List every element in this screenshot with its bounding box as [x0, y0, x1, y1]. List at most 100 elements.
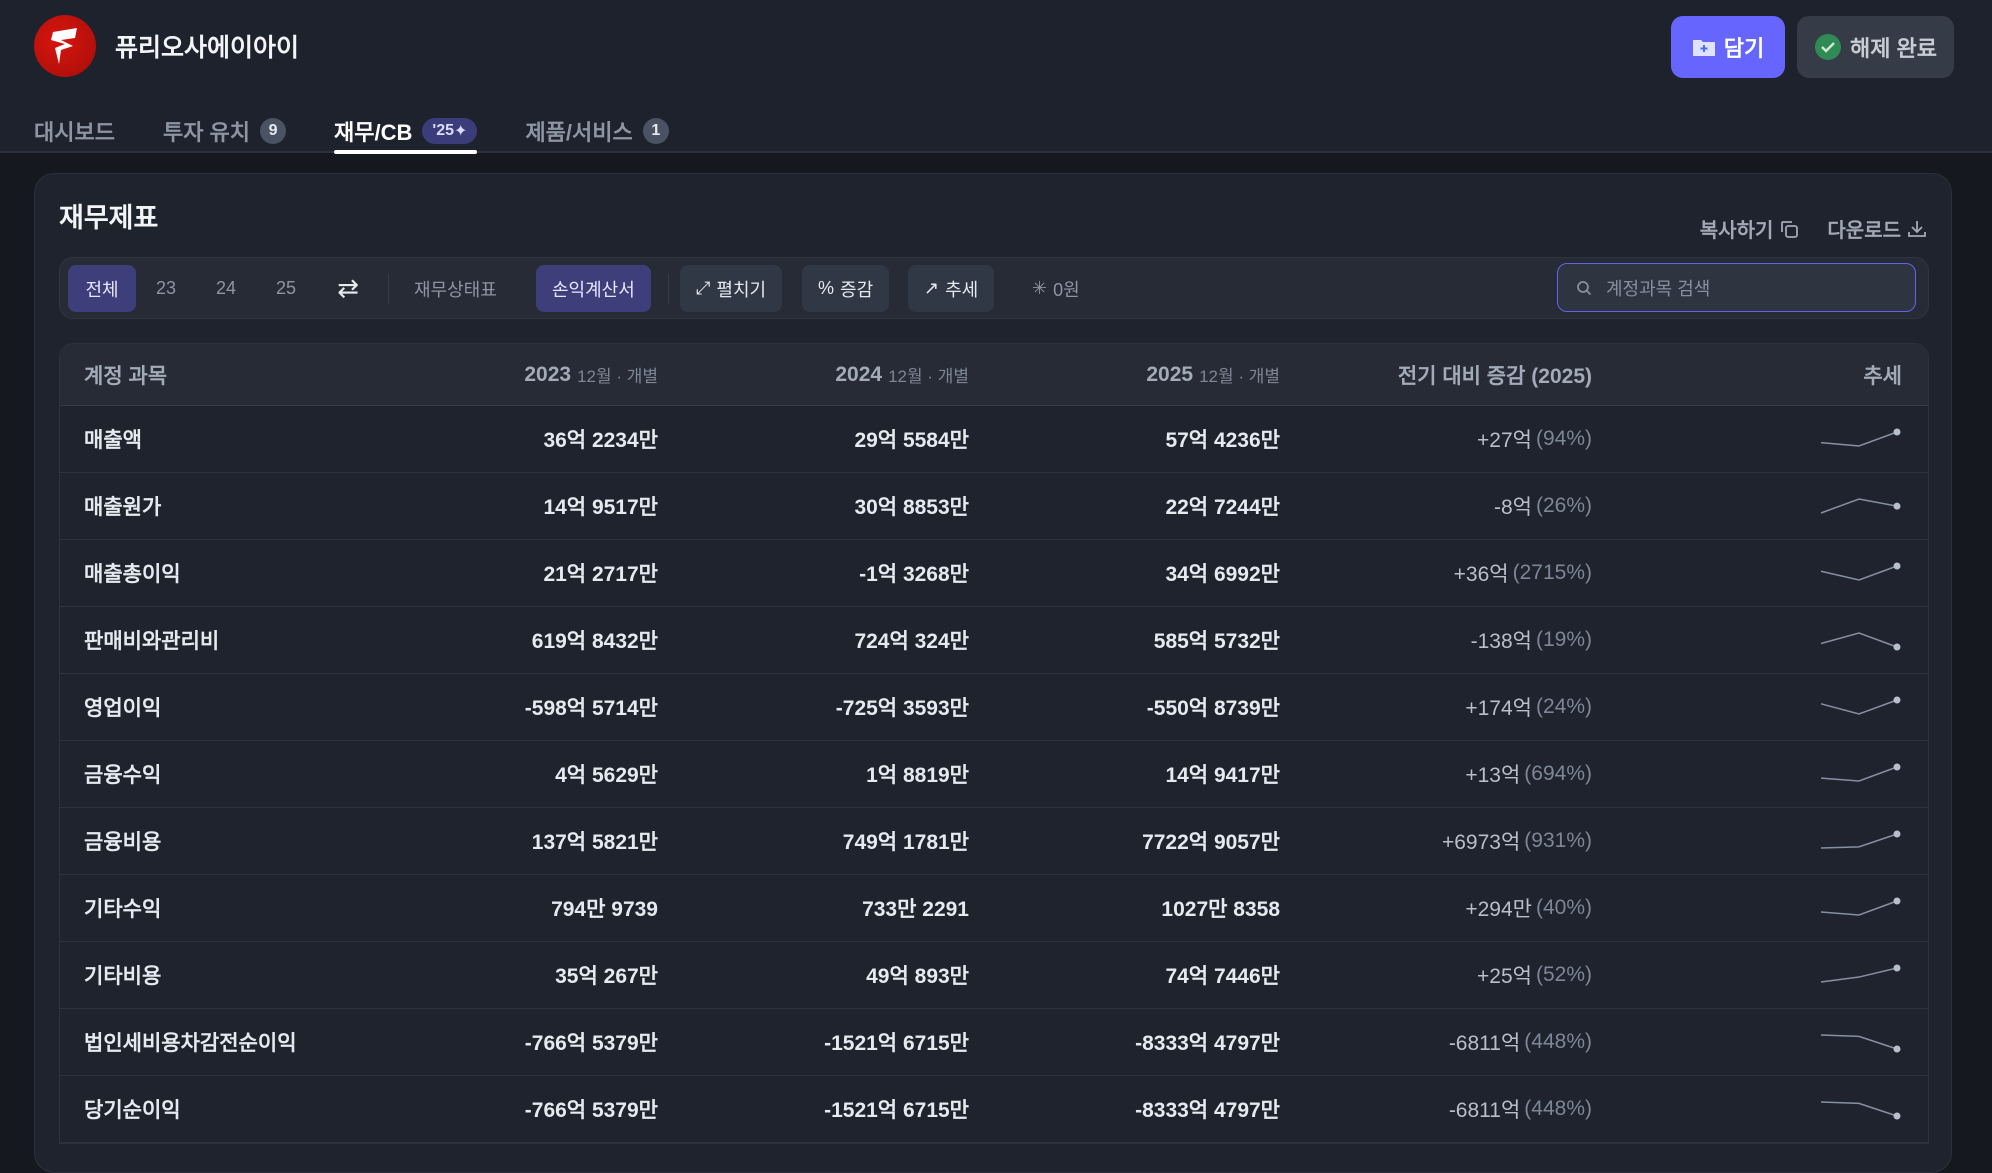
value-2023: -766억 5379만	[524, 1032, 658, 1055]
table-row[interactable]: 기타비용 35억 267만 49억 893만 74억 7446만 +25억 (52…	[60, 942, 1928, 1009]
header-2024[interactable]: 2024 12월 · 개별	[835, 344, 969, 405]
sparkline-line	[1820, 431, 1898, 447]
value-2024: 49억 893만	[866, 965, 969, 988]
sparkline-end-dot	[1893, 696, 1901, 704]
sparkline	[1820, 632, 1901, 651]
tab-products[interactable]: 제품/서비스 1	[525, 108, 669, 153]
table-row[interactable]: 판매비와관리비 619억 8432만 724억 324만 585억 5732만 …	[60, 607, 1928, 674]
trend-sparkline	[1818, 1009, 1902, 1075]
balance-sheet-tab[interactable]: 재무상태표	[414, 279, 497, 300]
divider	[388, 274, 389, 304]
table-row[interactable]: 금융수익 4억 5629만 1억 8819만 14억 9417만 +13억 (69…	[60, 741, 1928, 808]
value-2023: 4억 5629만	[555, 764, 658, 787]
change-amount: +174억	[1465, 697, 1532, 720]
sparkline-line	[1820, 632, 1898, 648]
period-all-button[interactable]: 전체	[68, 265, 136, 312]
sparkline	[1820, 1034, 1901, 1053]
trend-sparkline	[1818, 473, 1902, 539]
change-cell: +174억 (24%)	[1465, 674, 1592, 740]
table-row[interactable]: 당기순이익 -766억 5379만 -1521억 6715만 -8333억 47…	[60, 1076, 1928, 1143]
period-25-button[interactable]: 25	[275, 278, 297, 298]
header-2023[interactable]: 2023 12월 · 개별	[524, 344, 658, 405]
tab-dashboard[interactable]: 대시보드	[34, 108, 115, 153]
download-button[interactable]: 다운로드	[1827, 214, 1927, 243]
swap-order-icon[interactable]: ⇄	[337, 273, 359, 303]
zero-toggle[interactable]: ✳ 0원	[1016, 265, 1096, 312]
download-label: 다운로드	[1827, 220, 1901, 242]
period-23-button[interactable]: 23	[155, 278, 177, 298]
expand-icon: ⤢	[696, 278, 711, 298]
value-2024: 733만 2291	[862, 898, 969, 921]
tab-finance-cb[interactable]: 재무/CB '25 ✦	[334, 108, 478, 154]
table-header: 계정 과목 2023 12월 · 개별 2024 12월 · 개별 2025 12월 …	[60, 344, 1928, 406]
change-percent: (94%)	[1535, 427, 1592, 450]
account-search-input[interactable]: 계정과목 검색	[1557, 263, 1916, 312]
header-year: 2024	[835, 362, 883, 386]
sparkline-end-dot	[1893, 562, 1901, 570]
search-placeholder: 계정과목 검색	[1606, 278, 1711, 299]
header-sub: 12월 · 개별	[577, 367, 658, 386]
sparkline	[1820, 1101, 1901, 1120]
change-amount: -138억	[1470, 630, 1532, 653]
filter-toolbar: 전체 23 24 25 ⇄ 재무상태표 손익계산서 ⤢ 펼치기 % 증감 ↗ 추세 ✳…	[59, 257, 1929, 319]
sparkline	[1820, 696, 1901, 715]
table-row[interactable]: 매출액 36억 2234만 29억 5584만 57억 4236만 +27억 (9…	[60, 406, 1928, 473]
sparkline-end-dot	[1893, 964, 1901, 972]
table-row[interactable]: 법인세비용차감전순이익 -766억 5379만 -1521억 6715만 -83…	[60, 1009, 1928, 1076]
change-cell: +27억 (94%)	[1477, 406, 1592, 472]
header-year: 2023	[524, 362, 572, 386]
expand-button[interactable]: ⤢ 펼치기	[680, 265, 783, 312]
trend-toggle[interactable]: ↗ 추세	[908, 265, 995, 312]
count-badge: 1	[642, 117, 669, 144]
unlock-complete-button[interactable]: 해제 완료	[1797, 16, 1954, 78]
sparkline-end-dot	[1893, 502, 1901, 510]
sparkline	[1820, 763, 1901, 782]
value-2025: 22억 7244만	[1165, 496, 1280, 519]
sparkline-end-dot	[1893, 830, 1901, 838]
sparkline-line	[1820, 967, 1898, 983]
folder-plus-icon	[1692, 40, 1715, 56]
change-percent: (19%)	[1535, 628, 1592, 651]
copy-button[interactable]: 복사하기	[1700, 214, 1800, 243]
company-logo	[34, 15, 96, 77]
table-row[interactable]: 매출총이익 21억 2717만 -1억 3268만 34억 6992만 +36억…	[60, 540, 1928, 607]
change-percent: (694%)	[1524, 762, 1592, 785]
income-statement-table: 계정 과목 2023 12월 · 개별 2024 12월 · 개별 2025 12월 …	[59, 343, 1929, 1144]
value-2024: -1억 3268만	[859, 563, 969, 586]
account-name: 기타비용	[84, 965, 162, 988]
zero-label: 0원	[1053, 279, 1080, 300]
add-button[interactable]: 담기	[1671, 16, 1785, 78]
header-sub: 12월 · 개별	[1199, 367, 1280, 386]
header-year: 2025	[1146, 362, 1194, 386]
sparkline-end-dot	[1893, 1045, 1901, 1053]
account-name: 당기순이익	[84, 1099, 181, 1122]
value-2024: -1521억 6715만	[824, 1099, 969, 1122]
value-2024: 30억 8853만	[854, 496, 969, 519]
tab-investment[interactable]: 투자 유치 9	[163, 108, 287, 153]
change-amount: +294만	[1465, 898, 1532, 921]
sparkline	[1820, 964, 1901, 983]
table-row[interactable]: 매출원가 14억 9517만 30억 8853만 22억 7244만 -8억 (2…	[60, 473, 1928, 540]
value-2025: 7722억 9057만	[1142, 831, 1280, 854]
value-2024: 749억 1781만	[842, 831, 969, 854]
account-name: 판매비와관리비	[84, 630, 220, 653]
header-change: 전기 대비 증감 (2025)	[1397, 364, 1592, 388]
change-cell: +13억 (694%)	[1465, 741, 1592, 807]
header-2025[interactable]: 2025 12월 · 개별	[1146, 344, 1280, 405]
income-statement-tab[interactable]: 손익계산서	[536, 265, 651, 312]
value-2025: 74억 7446만	[1165, 965, 1280, 988]
sparkline	[1820, 830, 1901, 849]
table-row[interactable]: 기타수익 794만 9739 733만 2291 1027만 8358 +294…	[60, 875, 1928, 942]
period-24-button[interactable]: 24	[215, 278, 237, 298]
change-percent: (448%)	[1524, 1030, 1592, 1053]
table-row[interactable]: 금융비용 137억 5821만 749억 1781만 7722억 9057만 +…	[60, 808, 1928, 875]
divider	[668, 274, 669, 304]
table-row[interactable]: 영업이익 -598억 5714만 -725억 3593만 -550억 8739만…	[60, 674, 1928, 741]
app-header: 퓨리오사에이아이 담기 해제 완료 대시보드 투자 유치 9 재무/CB '25 ✦ …	[0, 0, 1992, 154]
change-amount: +27억	[1477, 429, 1532, 452]
company-name: 퓨리오사에이아이	[115, 34, 300, 62]
value-2024: -1521억 6715만	[824, 1032, 969, 1055]
trend-sparkline	[1818, 406, 1902, 472]
header-sub: 12월 · 개별	[888, 367, 969, 386]
change-toggle[interactable]: % 증감	[802, 265, 890, 312]
